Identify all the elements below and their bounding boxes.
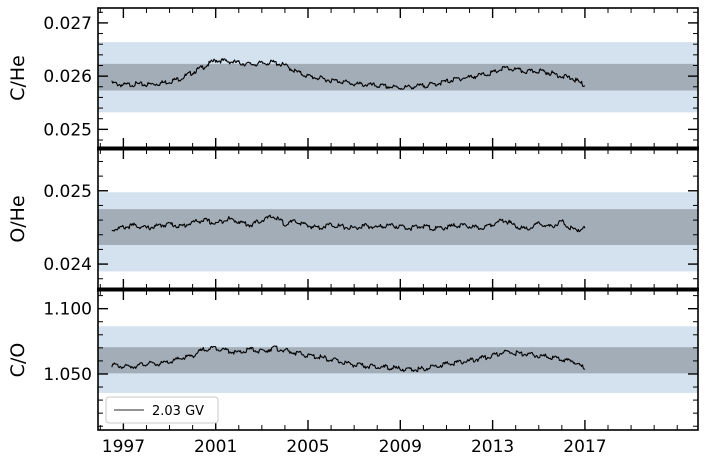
inner-band [98, 347, 698, 374]
y-tick-label: 0.025 [43, 182, 92, 202]
panel-2: 0.024 0.025 O/He [7, 148, 699, 290]
x-tick-label: 2009 [379, 437, 422, 457]
legend: 2.03 GV [105, 396, 219, 424]
x-tick-label: 2013 [471, 437, 514, 457]
x-tick-label: 2017 [563, 437, 606, 457]
y-tick-label: 1.100 [43, 300, 92, 320]
legend-label: 2.03 GV [152, 404, 204, 419]
y-axis-label: C/He [7, 55, 29, 101]
x-tick-label: 1997 [102, 437, 145, 457]
y-tick-label: 0.027 [43, 14, 92, 34]
y-tick-label: 1.050 [43, 365, 92, 385]
x-axis-tick-labels: 1997 2001 2005 2009 2013 2017 [102, 437, 607, 457]
panel-1: 0.025 0.026 0.027 C/He [7, 7, 699, 149]
y-tick-label: 0.025 [43, 120, 92, 140]
inner-band [98, 209, 698, 246]
legend-box [105, 396, 219, 424]
panel-3: 1.050 1.100 C/O [7, 289, 699, 431]
y-tick-label: 0.026 [43, 67, 92, 87]
series-line-1 [111, 345, 586, 373]
y-axis-label: C/O [7, 343, 29, 378]
y-tick-label: 0.024 [43, 255, 92, 275]
chart-panels: 0.0250.0260.027C/He0.0240.025O/He1.0501.… [7, 7, 699, 431]
x-tick-label: 2001 [194, 437, 237, 457]
y-axis-label: O/He [7, 195, 29, 242]
series-line-1 [111, 214, 586, 233]
x-tick-label: 2005 [286, 437, 329, 457]
series-line-1 [111, 58, 586, 90]
